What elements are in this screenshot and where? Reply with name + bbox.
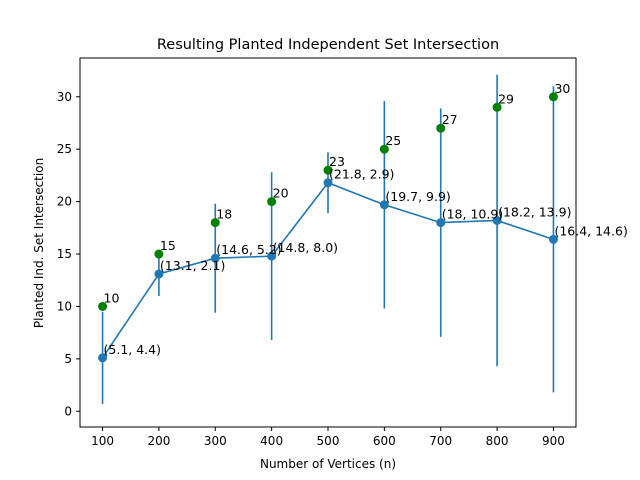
planted-data-label: 23 (329, 154, 345, 169)
x-tick-label: 500 (317, 434, 340, 448)
mean-point (548, 234, 558, 244)
mean-point (436, 218, 446, 228)
mean-point (154, 269, 164, 279)
planted-data-label: 25 (385, 133, 401, 148)
mean-point (492, 215, 502, 225)
mean-point (379, 200, 389, 210)
planted-data-label: 10 (104, 290, 120, 305)
planted-data-label: 20 (273, 186, 289, 201)
mean-point (267, 251, 277, 261)
x-tick-label: 800 (486, 434, 509, 448)
x-tick-label: 100 (91, 434, 114, 448)
mean-point (323, 178, 333, 188)
x-tick-label: 700 (429, 434, 452, 448)
mean-data-label: (18.2, 13.9) (498, 204, 571, 219)
mean-data-label: (18, 10.9) (442, 207, 503, 222)
mean-data-label: (16.4, 14.6) (554, 223, 627, 238)
mean-data-label: (5.1, 4.4) (104, 342, 161, 357)
y-tick-label: 15 (57, 247, 72, 261)
planted-point (154, 249, 164, 259)
mean-data-label: (14.8, 8.0) (273, 240, 338, 255)
planted-data-label: 15 (160, 238, 176, 253)
y-tick-label: 0 (64, 404, 72, 418)
mean-data-label: (21.8, 2.9) (329, 167, 394, 182)
y-axis-label: Planted Ind. Set Intersection (32, 158, 46, 328)
y-tick-label: 30 (57, 90, 72, 104)
x-tick-label: 200 (147, 434, 170, 448)
planted-point (323, 165, 333, 175)
mean-data-label: (19.7, 9.9) (385, 189, 450, 204)
planted-point (492, 102, 502, 112)
planted-data-label: 18 (216, 207, 232, 222)
planted-point (436, 123, 446, 133)
y-tick-label: 20 (57, 195, 72, 209)
mean-point (98, 353, 108, 363)
planted-point (548, 92, 558, 102)
axes-frame (79, 57, 577, 428)
planted-point (210, 218, 220, 228)
x-axis-label: Number of Vertices (n) (260, 457, 396, 471)
plot-area: 100 200 300 400 500 600 700 800 900 0 5 10 15 20 25 30 (… (57, 74, 628, 448)
chart-title: Resulting Planted Independent Set Inters… (157, 37, 499, 53)
mean-point (210, 253, 220, 263)
mean-data-label: (13.1, 2.1) (160, 258, 225, 273)
planted-point (267, 197, 277, 207)
planted-data-label: 27 (442, 112, 458, 127)
y-tick-label: 25 (57, 142, 72, 156)
y-tick-label: 10 (57, 299, 72, 313)
planted-point (379, 144, 389, 154)
planted-point (98, 301, 108, 311)
planted-data-label: 29 (498, 91, 514, 106)
x-tick-label: 900 (542, 434, 565, 448)
planted-data-label: 30 (554, 81, 570, 96)
y-tick-label: 5 (64, 352, 72, 366)
x-tick-label: 400 (260, 434, 283, 448)
mean-data-label: (14.6, 5.2) (216, 242, 281, 257)
x-tick-label: 600 (373, 434, 396, 448)
x-tick-label: 300 (204, 434, 227, 448)
